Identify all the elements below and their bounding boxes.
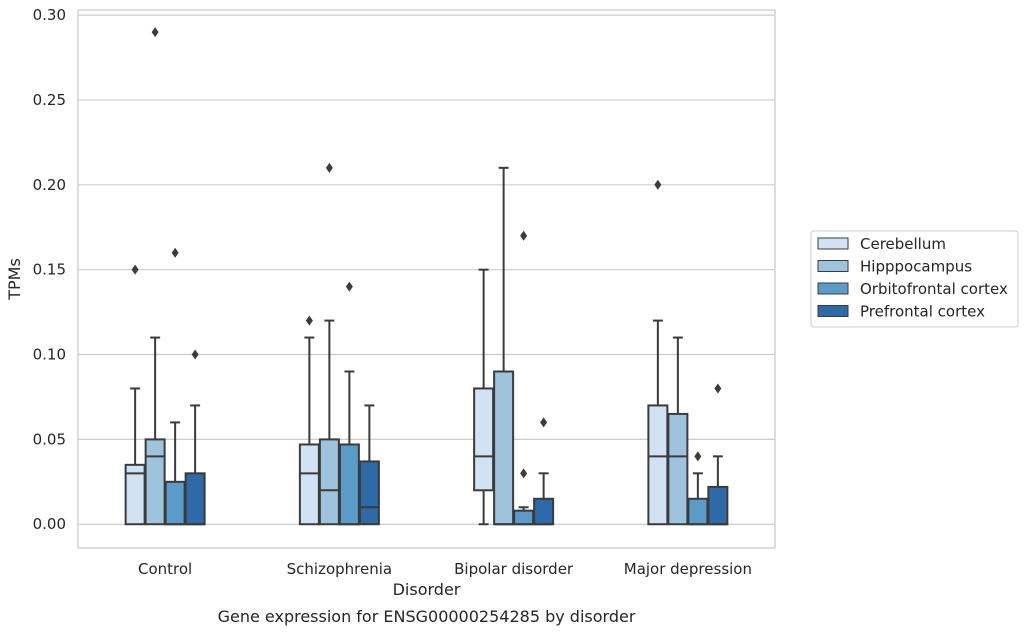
x-tick-label-0: Control [138, 560, 192, 578]
outlier-point-0 [191, 349, 199, 360]
legend-swatch-3 [817, 305, 849, 317]
legend-swatch-0 [817, 237, 849, 250]
box-rect [164, 480, 186, 526]
x-tick-label-1: Schizophrenia [287, 560, 392, 578]
legend-swatch-2 [817, 282, 849, 295]
box-rect [707, 485, 729, 526]
plot-area-frame [77, 9, 776, 549]
legend-frame [810, 230, 1019, 328]
box-0-3 [647, 179, 669, 526]
y-tick-label-6: 0.30 [33, 6, 66, 24]
outlier-point-0 [305, 315, 313, 326]
y-tick-label-0: 0.00 [33, 515, 66, 533]
outlier-point-0 [345, 281, 353, 292]
legend: Cerebellum Hipppocampus Orbitofrontal cort… [810, 230, 1019, 328]
box-0-1 [298, 315, 320, 526]
chart-title: Gene expression for ENSG00000254285 by d… [218, 607, 636, 626]
outlier-point-0 [540, 417, 548, 428]
box-rect [473, 387, 495, 492]
legend-label-3: Prefrontal cortex [860, 303, 985, 321]
box-0-2 [473, 268, 495, 526]
y-tick-label-3: 0.15 [33, 261, 66, 279]
outlier-point-0 [131, 264, 139, 275]
y-tick-labels: 0.00 0.05 0.10 0.15 0.20 0.25 0.30 [33, 6, 66, 533]
box-series-group [124, 27, 729, 526]
box-1-2 [493, 166, 515, 526]
legend-label-1: Hipppocampus [860, 258, 972, 276]
box-rect [318, 438, 340, 526]
box-1-3 [667, 336, 689, 526]
y-axis-title: TPMs [5, 258, 24, 301]
y-tick-label-1: 0.05 [33, 430, 66, 448]
box-rect [298, 443, 320, 526]
outlier-point-0 [654, 179, 662, 190]
outlier-point-0 [714, 383, 722, 394]
y-tick-label-4: 0.20 [33, 176, 66, 194]
outlier-point-1 [520, 230, 528, 241]
x-tick-label-3: Major depression [624, 560, 752, 578]
box-3-0 [184, 349, 206, 526]
box-rect [533, 497, 555, 526]
box-2-1 [338, 281, 360, 526]
legend-label-0: Cerebellum [860, 235, 946, 253]
box-1-0 [144, 27, 166, 526]
box-2-3 [687, 451, 709, 526]
y-tick-label-2: 0.10 [33, 346, 66, 364]
outlier-point-0 [694, 451, 702, 462]
x-tick-labels: Control Schizophrenia Bipolar disorder Majo… [138, 560, 752, 578]
outlier-point-0 [171, 247, 179, 258]
box-3-2 [533, 417, 555, 526]
outlier-point-0 [151, 27, 159, 38]
box-rect [493, 370, 515, 526]
box-rect [647, 404, 669, 526]
box-3-1 [358, 404, 380, 526]
y-tick-label-5: 0.25 [33, 91, 66, 109]
box-rect [184, 472, 206, 526]
box-2-2 [513, 230, 535, 526]
x-axis-title: Disorder [393, 580, 461, 599]
outlier-point-0 [520, 468, 528, 479]
box-rect [144, 438, 166, 526]
legend-label-2: Orbitofrontal cortex [860, 280, 1008, 298]
box-rect [513, 509, 535, 526]
box-rect [667, 412, 689, 526]
x-tick-label-2: Bipolar disorder [454, 560, 574, 578]
box-rect [687, 497, 709, 526]
box-3-3 [707, 383, 729, 526]
legend-swatch-1 [817, 260, 849, 272]
box-rect [338, 443, 360, 526]
box-rect [358, 460, 380, 526]
outlier-point-0 [325, 162, 333, 173]
